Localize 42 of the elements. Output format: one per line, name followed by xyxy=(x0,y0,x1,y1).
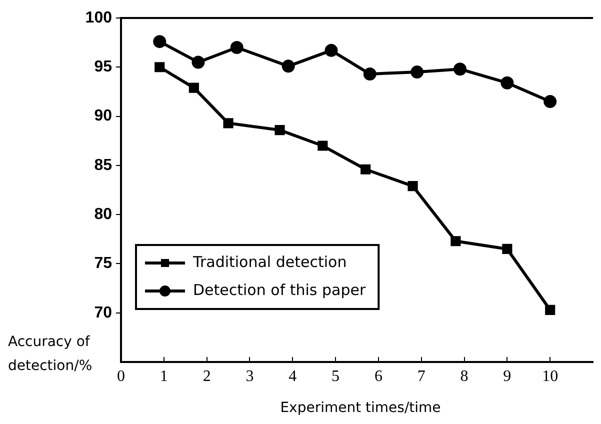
y-tick-label: 80 xyxy=(94,206,112,223)
x-axis-title: Experiment times/time xyxy=(279,400,442,416)
point xyxy=(282,60,295,73)
point xyxy=(154,62,165,72)
y-tick-label: 95 xyxy=(94,58,112,76)
point xyxy=(360,164,371,174)
x-tick-label: 1 xyxy=(160,368,168,385)
point xyxy=(545,304,556,315)
x-tick-label: 10 xyxy=(542,368,558,385)
x-tick-label: 0 xyxy=(117,368,125,385)
point xyxy=(192,56,205,69)
y-tick-label: 70 xyxy=(94,304,112,322)
x-tick-label: 5 xyxy=(332,368,340,385)
point xyxy=(453,62,466,76)
y-tick-label: 100 xyxy=(85,9,112,26)
point xyxy=(408,181,418,192)
y-tick-label: 90 xyxy=(94,108,112,125)
point xyxy=(274,125,285,136)
point xyxy=(223,118,234,128)
point xyxy=(410,66,424,79)
x-tick-label: 4 xyxy=(288,368,297,385)
legend-label: Detection of this paper xyxy=(193,280,366,299)
x-tick-label: 7 xyxy=(417,368,426,385)
point xyxy=(230,40,244,54)
y-tick-label: 75 xyxy=(94,255,112,272)
point xyxy=(502,244,512,254)
point xyxy=(324,44,338,57)
y-axis-title: Accuracy of detection/% xyxy=(8,333,92,376)
x-tick-label: 3 xyxy=(246,368,254,385)
x-tick-label: 2 xyxy=(202,368,211,385)
legend-label: Traditional detection xyxy=(192,252,347,271)
point xyxy=(188,82,199,93)
x-tick-label: 8 xyxy=(460,368,468,385)
point xyxy=(450,236,461,246)
x-tick-label: 9 xyxy=(503,368,512,385)
point xyxy=(153,35,166,48)
point xyxy=(318,140,328,151)
y-tick-label: 85 xyxy=(94,156,112,174)
point xyxy=(363,68,376,81)
point xyxy=(544,95,557,108)
x-tick-label: 6 xyxy=(374,368,382,385)
point xyxy=(500,76,514,90)
